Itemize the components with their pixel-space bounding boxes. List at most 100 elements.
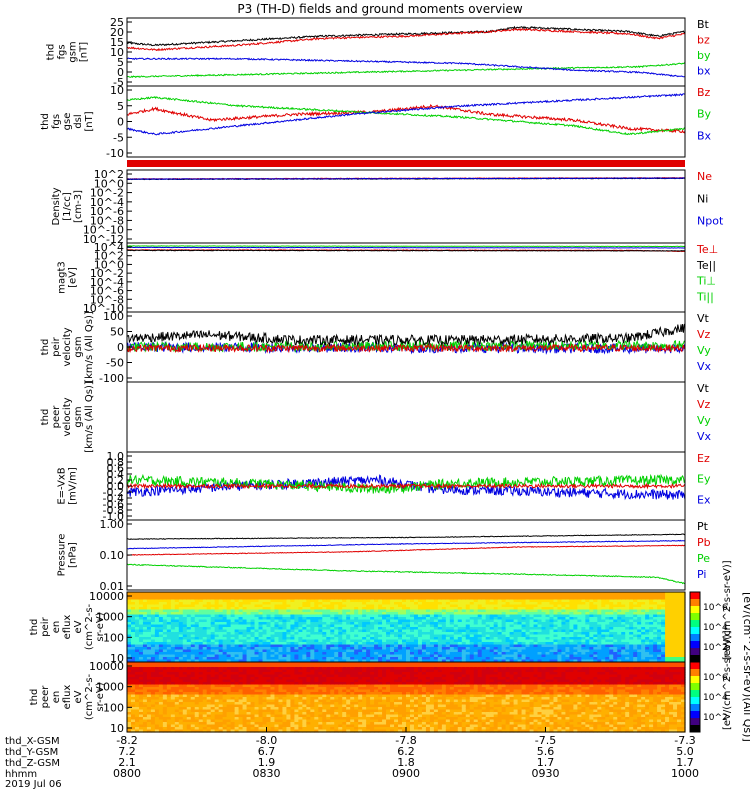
heatmap-cell [621,617,626,621]
heatmap-cell [198,722,204,726]
y-axis-label: magt3 [57,261,68,294]
heatmap-cell [386,659,391,663]
heatmap-cell [413,614,419,618]
heatmap-cell [154,692,160,696]
heatmap-cell [617,597,622,601]
heatmap-cell [493,647,499,651]
heatmap-cell [306,644,311,648]
legend-pe: Pe [697,552,710,565]
heatmap-cell [645,619,650,623]
heatmap-cell [617,642,622,646]
heatmap-cell [330,649,335,653]
heatmap-cell [665,602,670,606]
heatmap-cell [234,632,240,636]
heatmap-cell [461,634,467,638]
heatmap-cell [286,632,292,636]
heatmap-cell [198,689,204,693]
heatmap-cell [366,642,371,646]
heatmap-cell [529,627,535,631]
heatmap-cell [374,594,379,598]
heatmap-cell [505,619,511,623]
heatmap-cell [142,594,148,598]
heatmap-cell [637,609,642,613]
heatmap-cell [665,599,670,603]
heatmap-cell [489,617,495,621]
heatmap-cell [437,599,443,603]
legend-pt: Pt [697,520,709,533]
heatmap-cell [374,634,379,638]
heatmap-cell [517,597,523,601]
heatmap-cell [601,622,606,626]
heatmap-cell [226,614,232,618]
heatmap-cell [266,609,272,613]
heatmap-cell [374,609,379,613]
heatmap-cell [394,612,399,616]
heatmap-cell [406,609,411,613]
legend-pb: Pb [697,536,711,549]
heatmap-cell [645,604,650,608]
heatmap-cell [282,599,288,603]
heatmap-cell [453,617,459,621]
heatmap-cell [234,697,240,701]
heatmap-cell [190,697,196,701]
heatmap-cell [501,642,507,646]
heatmap-cell [150,599,156,603]
heatmap-cell [625,627,630,631]
heatmap-cell [677,599,682,603]
heatmap-cell [489,602,495,606]
heatmap-cell [262,634,268,638]
heatmap-cell [166,689,172,693]
heatmap-cell [186,697,192,701]
heatmap-cell [449,642,455,646]
heatmap-cell [262,599,268,603]
heatmap-cell [398,634,403,638]
heatmap-cell [525,644,531,648]
heatmap-cell [449,632,455,636]
legend-ey: Ey [697,473,711,486]
heatmap-cell [633,609,638,613]
heatmap-cell [226,719,232,723]
heatmap-cell [437,612,443,616]
heatmap-cell [174,709,180,713]
heatmap-cell [565,597,571,601]
heatmap-cell [473,659,479,663]
heatmap-cell [322,614,327,618]
heatmap-cell [310,654,315,658]
heatmap-cell [521,632,527,636]
heatmap-cell [541,624,547,628]
heatmap-cell [318,634,323,638]
heatmap-cell [318,637,323,641]
heatmap-cell [306,607,311,611]
heatmap-cell [166,649,172,653]
heatmap-cell [238,627,244,631]
heatmap-cell [198,614,204,618]
heatmap-cell [142,704,148,708]
heatmap-cell [222,624,228,628]
heatmap-cell [298,592,303,596]
heatmap-cell [222,712,228,716]
legend-te||: Te|| [696,259,716,272]
heatmap-cell [127,654,132,658]
heatmap-cell [354,657,359,661]
heatmap-cell [278,649,284,653]
heatmap-cell [433,609,439,613]
heatmap-cell [174,682,180,686]
heatmap-cell [589,597,594,601]
heatmap-cell [318,627,323,631]
heatmap-cell [330,612,335,616]
heatmap-cell [481,622,487,626]
heatmap-cell [342,659,347,663]
heatmap-cell [409,617,415,621]
heatmap-cell [134,724,140,728]
heatmap-cell [501,654,507,658]
heatmap-cell [226,634,232,638]
heatmap-cell [513,592,519,596]
heatmap-cell [158,664,164,668]
heatmap-cell [214,707,220,711]
heatmap-cell [406,652,411,656]
heatmap-cell [669,599,674,603]
heatmap-cell [290,647,295,651]
heatmap-cell [561,627,567,631]
panel-frame [126,242,686,313]
heatmap-cell [206,659,212,663]
